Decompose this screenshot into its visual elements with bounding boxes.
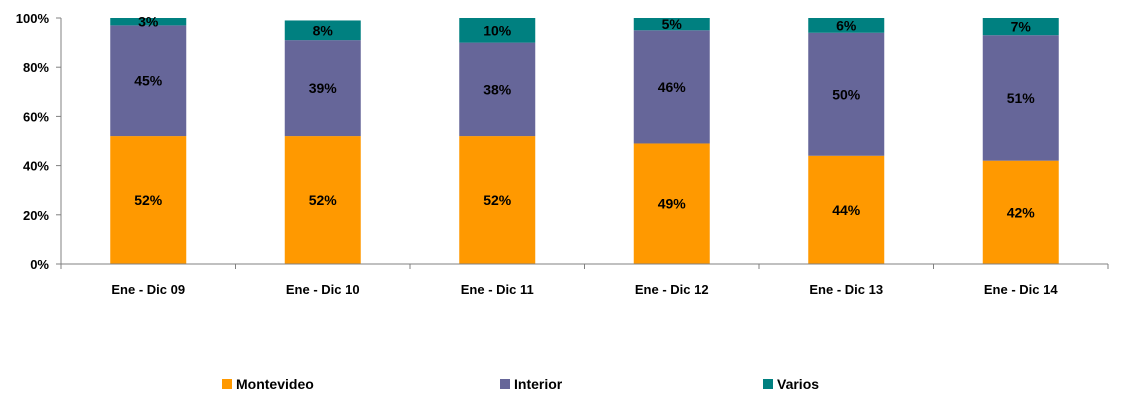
x-tick-label-6: Ene - Dic 14 bbox=[984, 282, 1058, 297]
x-tick-label-1: Ene - Dic 09 bbox=[111, 282, 185, 297]
data-label-interior-3: 38% bbox=[483, 81, 512, 97]
data-label-interior-6: 51% bbox=[1007, 90, 1036, 106]
bar-varios-4 bbox=[633, 18, 710, 31]
data-label-varios-5: 6% bbox=[836, 17, 857, 33]
bar-interior-3 bbox=[459, 42, 536, 137]
y-tick-label-60: 60% bbox=[23, 109, 49, 124]
data-labels-layer: 52% 45% 3% 52% 39% 8% 52% 38% 10% 49% 46% 5% 44% 50% 6… bbox=[134, 14, 1035, 221]
legend-item-interior: Interior bbox=[500, 376, 563, 392]
bar-montevideo-1 bbox=[110, 136, 187, 264]
data-label-montevideo-6: 42% bbox=[1007, 204, 1036, 220]
bar-varios-5 bbox=[808, 18, 885, 33]
x-tick-label-5: Ene - Dic 13 bbox=[809, 282, 883, 297]
data-label-interior-4: 46% bbox=[658, 79, 687, 95]
data-label-interior-2: 39% bbox=[309, 80, 338, 96]
y-tick-label-20: 20% bbox=[23, 208, 49, 223]
bar-varios-1 bbox=[110, 18, 187, 26]
bars-layer bbox=[110, 18, 1059, 264]
data-label-varios-1: 3% bbox=[138, 14, 159, 30]
bar-varios-6 bbox=[982, 18, 1059, 36]
x-tick-label-4: Ene - Dic 12 bbox=[635, 282, 709, 297]
bar-montevideo-2 bbox=[284, 136, 361, 264]
y-tick-label-40: 40% bbox=[23, 159, 49, 174]
data-label-varios-3: 10% bbox=[483, 22, 512, 38]
data-label-montevideo-2: 52% bbox=[309, 192, 338, 208]
bar-montevideo-3 bbox=[459, 136, 536, 264]
legend-item-varios: Varios bbox=[763, 376, 819, 392]
data-label-montevideo-5: 44% bbox=[832, 202, 861, 218]
x-tick-label-2: Ene - Dic 10 bbox=[286, 282, 360, 297]
data-label-montevideo-4: 49% bbox=[658, 196, 687, 212]
bar-interior-6 bbox=[982, 35, 1059, 161]
legend-swatch-interior bbox=[500, 379, 510, 389]
legend-swatch-varios bbox=[763, 379, 773, 389]
y-tick-label-0: 0% bbox=[30, 257, 49, 272]
y-tick-label-100: 100% bbox=[16, 11, 50, 26]
bar-montevideo-5 bbox=[808, 155, 885, 264]
data-label-montevideo-1: 52% bbox=[134, 192, 163, 208]
bar-varios-2 bbox=[284, 20, 361, 41]
legend: Montevideo Interior Varios bbox=[222, 376, 819, 392]
legend-label-varios: Varios bbox=[777, 376, 819, 392]
legend-swatch-montevideo bbox=[222, 379, 232, 389]
axes-layer: Ene - Dic 09 Ene - Dic 10 Ene - Dic 11 Ene … bbox=[16, 11, 1109, 297]
bar-interior-4 bbox=[633, 30, 710, 144]
data-label-interior-1: 45% bbox=[134, 73, 163, 89]
data-label-montevideo-3: 52% bbox=[483, 192, 512, 208]
bar-varios-3 bbox=[459, 18, 536, 43]
x-tick-label-3: Ene - Dic 11 bbox=[461, 282, 534, 297]
data-label-varios-2: 8% bbox=[313, 22, 334, 38]
data-label-varios-6: 7% bbox=[1011, 19, 1032, 35]
bar-interior-5 bbox=[808, 32, 885, 156]
y-tick-label-80: 80% bbox=[23, 60, 49, 75]
bar-interior-2 bbox=[284, 40, 361, 137]
bar-montevideo-6 bbox=[982, 160, 1059, 264]
bar-interior-1 bbox=[110, 25, 187, 137]
data-label-varios-4: 5% bbox=[662, 16, 683, 32]
legend-label-montevideo: Montevideo bbox=[236, 376, 314, 392]
legend-label-interior: Interior bbox=[514, 376, 563, 392]
bar-montevideo-4 bbox=[633, 143, 710, 264]
legend-item-montevideo: Montevideo bbox=[222, 376, 314, 392]
data-label-interior-5: 50% bbox=[832, 86, 861, 102]
